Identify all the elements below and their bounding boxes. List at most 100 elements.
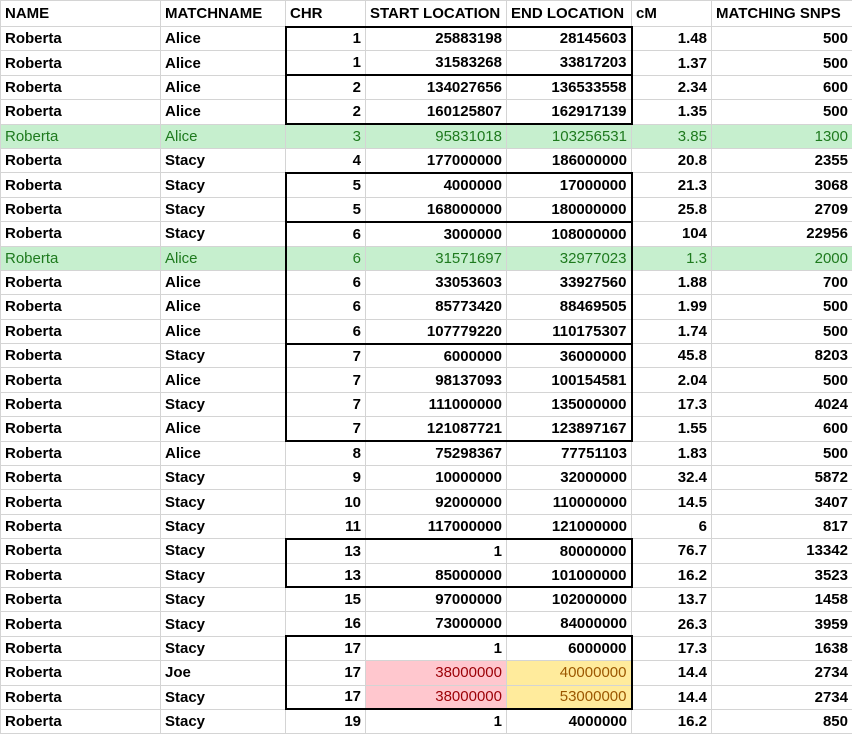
- cell: Alice: [161, 417, 286, 441]
- cell: 1.99: [632, 295, 712, 319]
- cell: 31571697: [366, 246, 507, 270]
- cell: 85000000: [366, 563, 507, 587]
- cell: Roberta: [1, 441, 161, 465]
- column-header: cM: [632, 1, 712, 27]
- cell: 500: [712, 27, 852, 51]
- column-header: CHR: [286, 1, 366, 27]
- cell: 500: [712, 51, 852, 75]
- cell: 1: [366, 709, 507, 733]
- cell: 2: [286, 75, 366, 99]
- cell: 162917139: [507, 100, 632, 124]
- cell: 1: [366, 636, 507, 660]
- cell: Roberta: [1, 27, 161, 51]
- cell: Alice: [161, 319, 286, 343]
- cell: 32.4: [632, 466, 712, 490]
- cell: Stacy: [161, 173, 286, 197]
- cell: 88469505: [507, 295, 632, 319]
- column-header: START LOCATION: [366, 1, 507, 27]
- cell: 500: [712, 295, 852, 319]
- cell: 3523: [712, 563, 852, 587]
- cell: 17: [286, 661, 366, 685]
- cell: 97000000: [366, 587, 507, 611]
- cell: 168000000: [366, 197, 507, 221]
- cell: Roberta: [1, 75, 161, 99]
- cell: Stacy: [161, 587, 286, 611]
- cell: 134027656: [366, 75, 507, 99]
- cell: 1: [366, 539, 507, 563]
- cell: 1.88: [632, 270, 712, 294]
- cell: Stacy: [161, 344, 286, 368]
- cell: 103256531: [507, 124, 632, 148]
- cell: 1: [286, 51, 366, 75]
- cell: 16.2: [632, 709, 712, 733]
- cell: Stacy: [161, 539, 286, 563]
- cell: 2000: [712, 246, 852, 270]
- cell: 33927560: [507, 270, 632, 294]
- cell: Roberta: [1, 100, 161, 124]
- cell: 7: [286, 417, 366, 441]
- cell: 111000000: [366, 392, 507, 416]
- cell: 4024: [712, 392, 852, 416]
- cell: 13: [286, 563, 366, 587]
- cell: Alice: [161, 441, 286, 465]
- cell: Roberta: [1, 197, 161, 221]
- cell: 14.5: [632, 490, 712, 514]
- cell: 8: [286, 441, 366, 465]
- cell: 15: [286, 587, 366, 611]
- cell: 108000000: [507, 222, 632, 246]
- cell: 25883198: [366, 27, 507, 51]
- cell: 17: [286, 636, 366, 660]
- cell: 160125807: [366, 100, 507, 124]
- cell: 700: [712, 270, 852, 294]
- cell: Alice: [161, 75, 286, 99]
- cell: 6000000: [507, 636, 632, 660]
- cell: Stacy: [161, 709, 286, 733]
- column-header: NAME: [1, 1, 161, 27]
- cell: 73000000: [366, 612, 507, 636]
- cell: Roberta: [1, 612, 161, 636]
- cell: 17: [286, 685, 366, 709]
- cell: 186000000: [507, 148, 632, 172]
- cell: 26.3: [632, 612, 712, 636]
- cell: 6: [286, 222, 366, 246]
- cell: 3959: [712, 612, 852, 636]
- cell: 1.48: [632, 27, 712, 51]
- cell: 6: [286, 295, 366, 319]
- cell: 36000000: [507, 344, 632, 368]
- cell: 33053603: [366, 270, 507, 294]
- cell: 1.55: [632, 417, 712, 441]
- cell: 123897167: [507, 417, 632, 441]
- cell: 17.3: [632, 392, 712, 416]
- cell: 14.4: [632, 661, 712, 685]
- cell: 2.04: [632, 368, 712, 392]
- cell: Roberta: [1, 148, 161, 172]
- cell: Stacy: [161, 563, 286, 587]
- cell: 600: [712, 75, 852, 99]
- cell: 3.85: [632, 124, 712, 148]
- cell: 92000000: [366, 490, 507, 514]
- cell: 4000000: [507, 709, 632, 733]
- cell: 40000000: [507, 661, 632, 685]
- cell: Roberta: [1, 124, 161, 148]
- cell: Stacy: [161, 612, 286, 636]
- cell: 8203: [712, 344, 852, 368]
- column-header: MATCHNAME: [161, 1, 286, 27]
- cell: 104: [632, 222, 712, 246]
- cell: 1458: [712, 587, 852, 611]
- cell: 1638: [712, 636, 852, 660]
- cell: 100154581: [507, 368, 632, 392]
- cell: 1300: [712, 124, 852, 148]
